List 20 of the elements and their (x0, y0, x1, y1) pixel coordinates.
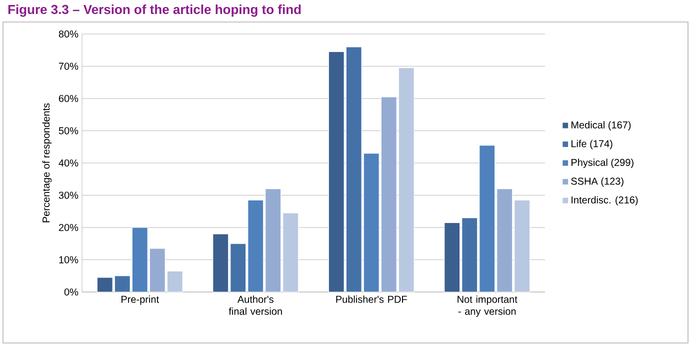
y-tick-label: 80% (58, 30, 78, 38)
y-tick-label: 60% (58, 94, 78, 102)
y-tick-label: 40% (58, 159, 78, 167)
y-tick-label: 0% (64, 288, 78, 296)
x-tick-label: Pre-print (122, 296, 159, 305)
legend-label: Physical (299) (572, 158, 634, 168)
chart-title: Figure 3.3 – Version of the article hoping to find (8, 4, 301, 17)
y-tick-label: 20% (58, 224, 78, 232)
legend-label: Interdisc. (216) (572, 196, 638, 206)
y-tick-label: 30% (58, 192, 78, 199)
legend-label: Life (174) (572, 140, 612, 150)
y-tick-label: 50% (58, 127, 78, 134)
y-tick-label: 10% (59, 256, 78, 264)
x-tick-label: Author's final version (228, 296, 282, 315)
y-axis-title: Percentage of respondents (42, 103, 52, 222)
x-tick-label: Not important - any version (458, 296, 518, 317)
legend-label: Medical (167) (572, 121, 631, 130)
legend-label: SSHA (123) (571, 177, 624, 187)
y-tick-label: 70% (58, 62, 78, 70)
x-tick-label: Publisher's PDF (336, 296, 407, 303)
